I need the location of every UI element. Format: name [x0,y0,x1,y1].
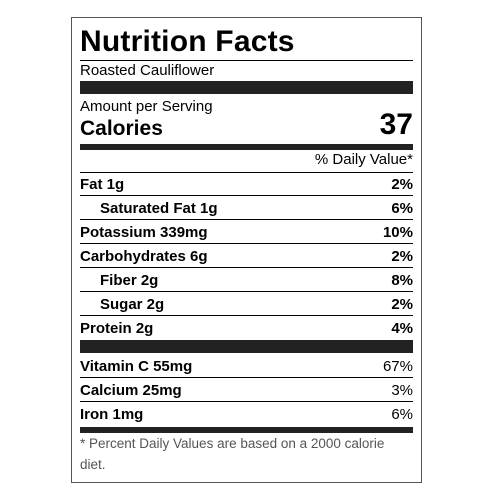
vitamin-percent: 3% [391,382,413,399]
nutrient-name: Carbohydrates 6g [80,248,208,265]
daily-value-divider [80,172,413,173]
nutrient-percent: 2% [391,176,413,193]
calories-value: 37 [379,108,413,141]
row-divider [80,195,413,196]
row-divider [80,315,413,316]
row-divider [80,377,413,378]
thick-divider-top [80,81,413,94]
product-name: Roasted Cauliflower [80,62,215,79]
nutrient-percent: 10% [382,224,413,241]
row-divider [80,291,413,292]
nutrient-row-fat: Fat 1g 2% [80,173,413,196]
calories-label: Calories [80,117,163,140]
nutrition-facts-label: Nutrition Facts Roasted Cauliflower Amou… [71,17,422,483]
nutrient-name: Fat 1g [80,176,125,193]
nutrient-row-saturated-fat: Saturated Fat 1g 6% [80,197,413,220]
vitamin-row-iron: Iron 1mg 6% [80,403,413,426]
nutrient-name: Fiber 2g [100,272,159,289]
nutrient-name: Saturated Fat 1g [100,200,218,217]
nutrient-row-potassium: Potassium 339mg 10% [80,221,413,244]
thick-divider-vitamins [80,340,413,353]
nutrient-percent: 6% [391,200,413,217]
vitamin-percent: 6% [391,406,413,423]
row-divider [80,401,413,402]
row-divider [80,267,413,268]
nutrient-row-protein: Protein 2g 4% [80,317,413,340]
nutrient-percent: 2% [391,296,413,313]
vitamin-name: Vitamin C 55mg [80,358,193,375]
amount-per-serving: Amount per Serving [80,98,213,115]
nutrient-row-carbohydrates: Carbohydrates 6g 2% [80,245,413,268]
vitamin-row-calcium: Calcium 25mg 3% [80,379,413,402]
nutrient-percent: 8% [391,272,413,289]
nutrient-row-fiber: Fiber 2g 8% [80,269,413,292]
nutrient-percent: 2% [391,248,413,265]
label-title: Nutrition Facts [80,25,295,58]
vitamin-name: Calcium 25mg [80,382,182,399]
vitamin-row-vitamin-c: Vitamin C 55mg 67% [80,355,413,378]
thick-divider-bottom [80,427,413,433]
nutrient-row-sugar: Sugar 2g 2% [80,293,413,316]
title-divider [80,60,413,61]
vitamin-percent: 67% [382,358,413,375]
daily-value-header: % Daily Value* [314,151,413,168]
vitamin-name: Iron 1mg [80,406,144,423]
row-divider [80,243,413,244]
thick-divider-calories [80,144,413,150]
daily-value-footnote: * Percent Daily Values are based on a 20… [80,436,385,472]
nutrient-name: Protein 2g [80,320,154,337]
nutrient-name: Sugar 2g [100,296,165,313]
row-divider [80,219,413,220]
nutrient-name: Potassium 339mg [80,224,208,241]
nutrient-percent: 4% [391,320,413,337]
